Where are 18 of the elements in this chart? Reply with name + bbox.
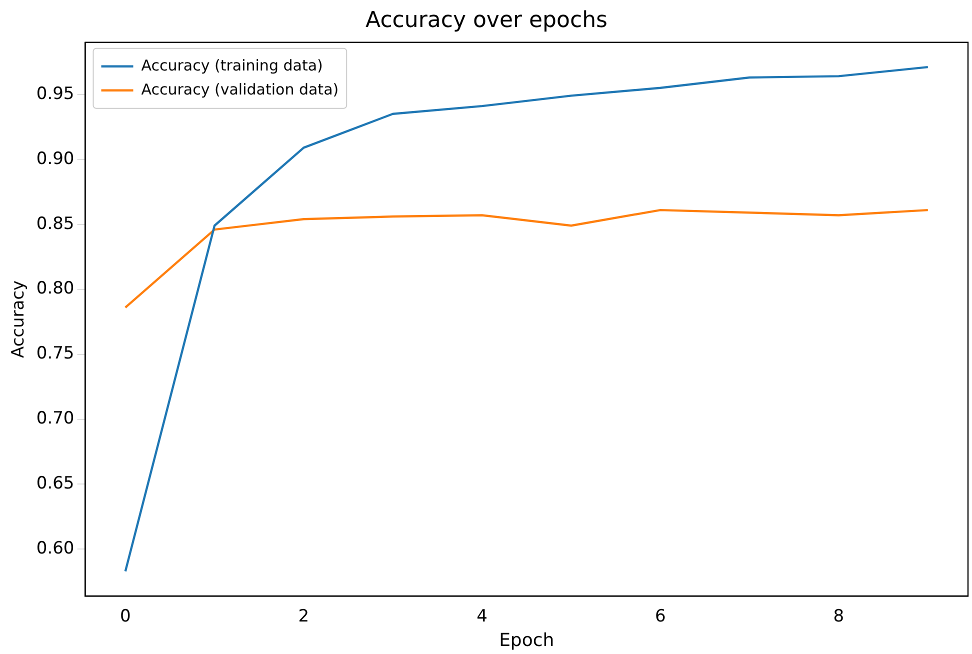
legend-label: Accuracy (training data)	[141, 56, 323, 74]
y-tick-label: 0.65	[36, 474, 74, 494]
y-tick-label: 0.75	[36, 344, 74, 364]
x-tick-label: 6	[654, 606, 666, 627]
y-tick-label: 0.95	[36, 84, 74, 104]
y-tick-label: 0.60	[36, 538, 74, 559]
x-tick-label: 0	[120, 606, 131, 627]
y-tick-label: 0.70	[36, 408, 74, 429]
chart-title: Accuracy over epochs	[366, 8, 608, 33]
x-axis-title: Epoch	[499, 630, 554, 651]
x-tick-label: 4	[476, 606, 488, 627]
y-axis-title: Accuracy	[8, 280, 29, 358]
x-tick-label: 2	[298, 606, 310, 627]
x-tick-label: 8	[833, 606, 844, 627]
y-tick-label: 0.85	[36, 214, 74, 234]
y-tick-label: 0.80	[36, 278, 74, 299]
y-tick-label: 0.90	[36, 148, 74, 169]
legend-label: Accuracy (validation data)	[141, 80, 339, 98]
